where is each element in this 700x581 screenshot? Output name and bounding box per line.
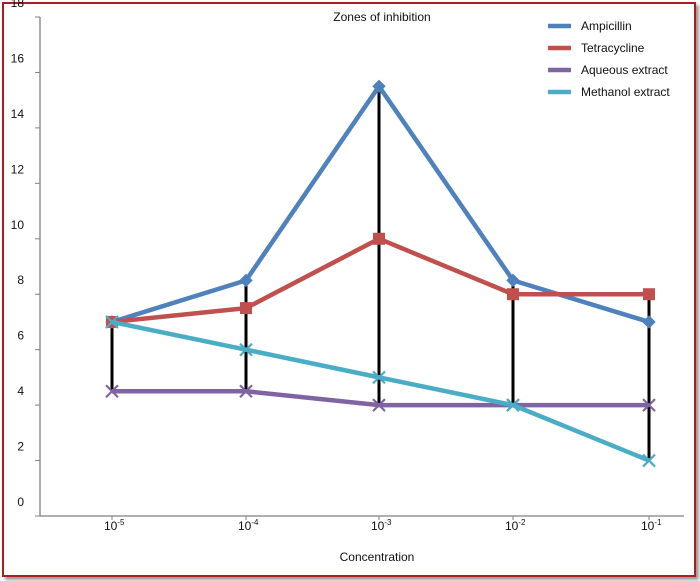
x-marker-stroke — [239, 384, 253, 399]
x-tick-exponent: -3 — [384, 518, 392, 527]
x-marker-stroke — [105, 384, 119, 399]
x-tick-exponent: -5 — [117, 518, 125, 527]
data-point-tetracycline — [507, 288, 519, 301]
data-point-ampicillin — [642, 315, 656, 329]
series-tetracycline — [106, 232, 655, 328]
x-tick-base: 10 — [505, 519, 519, 533]
x-axis-label: Concentration — [340, 550, 415, 564]
x-marker-stroke — [372, 370, 386, 385]
x-tick-base: 10 — [238, 519, 252, 533]
legend-label-methanol-extract: Methanol extract — [581, 85, 670, 99]
x-marker-stroke — [642, 398, 656, 412]
y-tick-label: 14 — [11, 107, 25, 121]
x-tick-exponent: -4 — [251, 518, 259, 527]
x-marker-stroke — [372, 398, 386, 412]
legend-item-aqueous-extract: Aqueous extract — [548, 63, 668, 77]
data-point-aqueous-extract — [239, 384, 253, 399]
data-point-tetracycline — [643, 288, 655, 301]
series-methanol-extract — [105, 315, 656, 468]
data-point-aqueous-extract — [105, 384, 119, 399]
x-tick-base: 10 — [104, 519, 118, 533]
data-point-ampicillin — [506, 273, 520, 288]
data-point-tetracycline — [240, 302, 252, 315]
legend-item-methanol-extract: Methanol extract — [548, 85, 670, 99]
y-tick-label: 2 — [17, 440, 24, 454]
legend-label-ampicillin: Ampicillin — [581, 19, 632, 33]
legend-item-tetracycline: Tetracycline — [548, 41, 645, 55]
y-tick-label: 12 — [11, 162, 25, 176]
y-tick-label: 6 — [17, 329, 24, 343]
data-point-ampicillin — [239, 273, 253, 288]
x-tick-label: 10-2 — [505, 518, 526, 533]
x-tick-label: 10-4 — [238, 518, 259, 533]
x-marker-stroke — [506, 398, 520, 412]
data-point-methanol-extract — [372, 370, 386, 385]
data-point-aqueous-extract — [372, 398, 386, 412]
data-point-tetracycline — [373, 232, 385, 245]
y-tick-label: 8 — [17, 273, 24, 287]
data-point-aqueous-extract — [642, 398, 656, 412]
data-point-methanol-extract — [239, 342, 253, 357]
x-tick-exponent: -2 — [518, 518, 526, 527]
y-tick-label: 10 — [11, 218, 25, 232]
y-tick-label: 16 — [11, 51, 25, 65]
x-marker-stroke — [642, 453, 656, 468]
x-tick-label: 10-1 — [641, 518, 662, 533]
legend-item-ampicillin: Ampicillin — [548, 19, 632, 33]
legend-label-tetracycline: Tetracycline — [581, 41, 645, 55]
data-point-methanol-extract — [506, 398, 520, 412]
y-tick-label: 4 — [17, 384, 24, 398]
data-point-ampicillin — [372, 79, 386, 94]
x-marker-stroke — [105, 315, 119, 329]
y-tick-label: 0 — [17, 495, 24, 509]
legend-label-aqueous-extract: Aqueous extract — [581, 63, 668, 77]
x-tick-label: 10-3 — [371, 518, 392, 533]
x-marker-stroke — [239, 342, 253, 357]
x-tick-base: 10 — [371, 519, 385, 533]
x-tick-base: 10 — [641, 519, 655, 533]
x-tick-label: 10-5 — [104, 518, 125, 533]
y-tick-label: 18 — [11, 0, 25, 10]
data-point-methanol-extract — [642, 453, 656, 468]
data-point-methanol-extract — [105, 315, 119, 329]
x-tick-exponent: -1 — [654, 518, 662, 527]
series-aqueous-extract — [105, 384, 656, 412]
chart-title: Zones of inhibition — [333, 10, 430, 24]
